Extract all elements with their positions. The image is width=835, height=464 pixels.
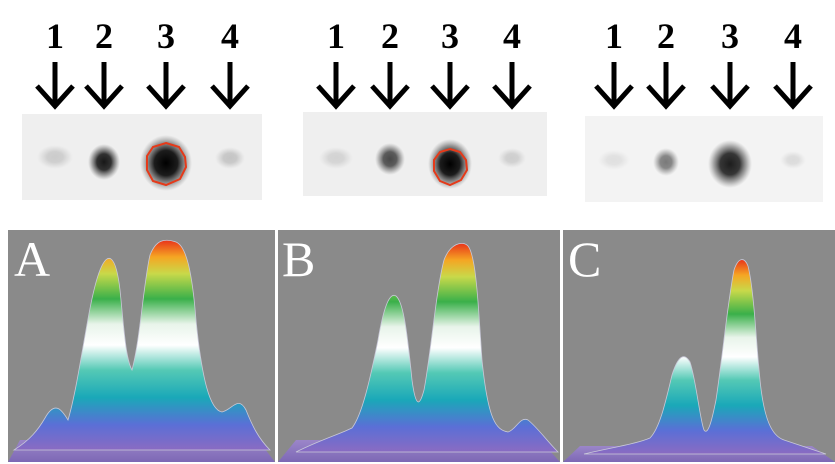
group-a-lane-1-arrow-icon <box>35 62 75 110</box>
group-c-lane-1-label: 1 <box>605 16 623 56</box>
group-a-lane-3-arrow-icon <box>146 62 186 110</box>
panel-a-peak-surface <box>12 239 271 451</box>
group-a-spot-lane-2 <box>88 144 120 180</box>
group-b-lane-4-arrow-icon <box>492 62 532 110</box>
group-b-lane-4-label: 4 <box>503 16 521 56</box>
group-a-lane-4-arrow-icon <box>210 62 250 110</box>
group-c-blot-strip <box>585 116 823 202</box>
group-b-spot-lane-4 <box>498 148 526 168</box>
panel-b-letter: B <box>282 231 315 287</box>
group-b-blot-strip <box>303 112 547 196</box>
group-b-lane-1-arrow-icon <box>316 62 356 110</box>
group-b-lane-header: 1 2 3 4 <box>316 16 532 110</box>
group-a-spot-outline <box>146 141 188 187</box>
group-b-lane-1-label: 1 <box>327 16 345 56</box>
group-b-spot-lane-1 <box>319 147 353 169</box>
group-a-lane-header: 1 2 3 4 <box>35 16 250 110</box>
group-c-lane-1-arrow-icon <box>594 62 634 110</box>
group-c-lane-header: 1 2 3 4 <box>594 16 813 110</box>
group-a-lane-2-label: 2 <box>95 16 113 56</box>
group-b-lane-3-arrow-icon <box>430 62 470 110</box>
group-a-spot-lane-4 <box>215 147 245 169</box>
group-a-lane-1-label: 1 <box>46 16 64 56</box>
panel-c-peak-surface <box>583 259 827 455</box>
group-c-lane-2-label: 2 <box>657 16 675 56</box>
group-a-spot-lane-3 <box>140 135 192 191</box>
group-a-lane-3-label: 3 <box>157 16 175 56</box>
group-c-lane-4-arrow-icon <box>773 62 813 110</box>
group-b-lane-2-arrow-icon <box>370 62 410 110</box>
group-b-spot-lane-2 <box>375 143 405 175</box>
panel-c: C <box>563 230 835 462</box>
group-c-lane-2-arrow-icon <box>646 62 686 110</box>
group-a-lane-2-arrow-icon <box>84 62 124 110</box>
group-a-spot-lane-1 <box>37 145 73 169</box>
panel-a-letter: A <box>14 231 50 287</box>
group-b-spot-outline <box>433 147 469 187</box>
panel-c-letter: C <box>568 231 601 287</box>
group-c-spot-lane-3 <box>708 140 752 188</box>
group-c-spot-lane-4 <box>780 151 806 169</box>
panel-b-peak-surface <box>295 243 559 453</box>
group-b-lane-2-label: 2 <box>381 16 399 56</box>
group-c-lane-3-arrow-icon <box>710 62 750 110</box>
group-c-spot-lane-2 <box>653 148 679 176</box>
group-b-spot-lane-3 <box>428 139 472 189</box>
group-c-lane-4-label: 4 <box>784 16 802 56</box>
group-b-lane-3-label: 3 <box>441 16 459 56</box>
group-c-lane-3-label: 3 <box>721 16 739 56</box>
panel-a: A <box>8 230 275 462</box>
group-a-lane-4-label: 4 <box>221 16 239 56</box>
group-a-blot-strip <box>22 114 262 200</box>
panel-b: B <box>278 230 560 462</box>
group-c-spot-lane-1 <box>598 150 630 170</box>
